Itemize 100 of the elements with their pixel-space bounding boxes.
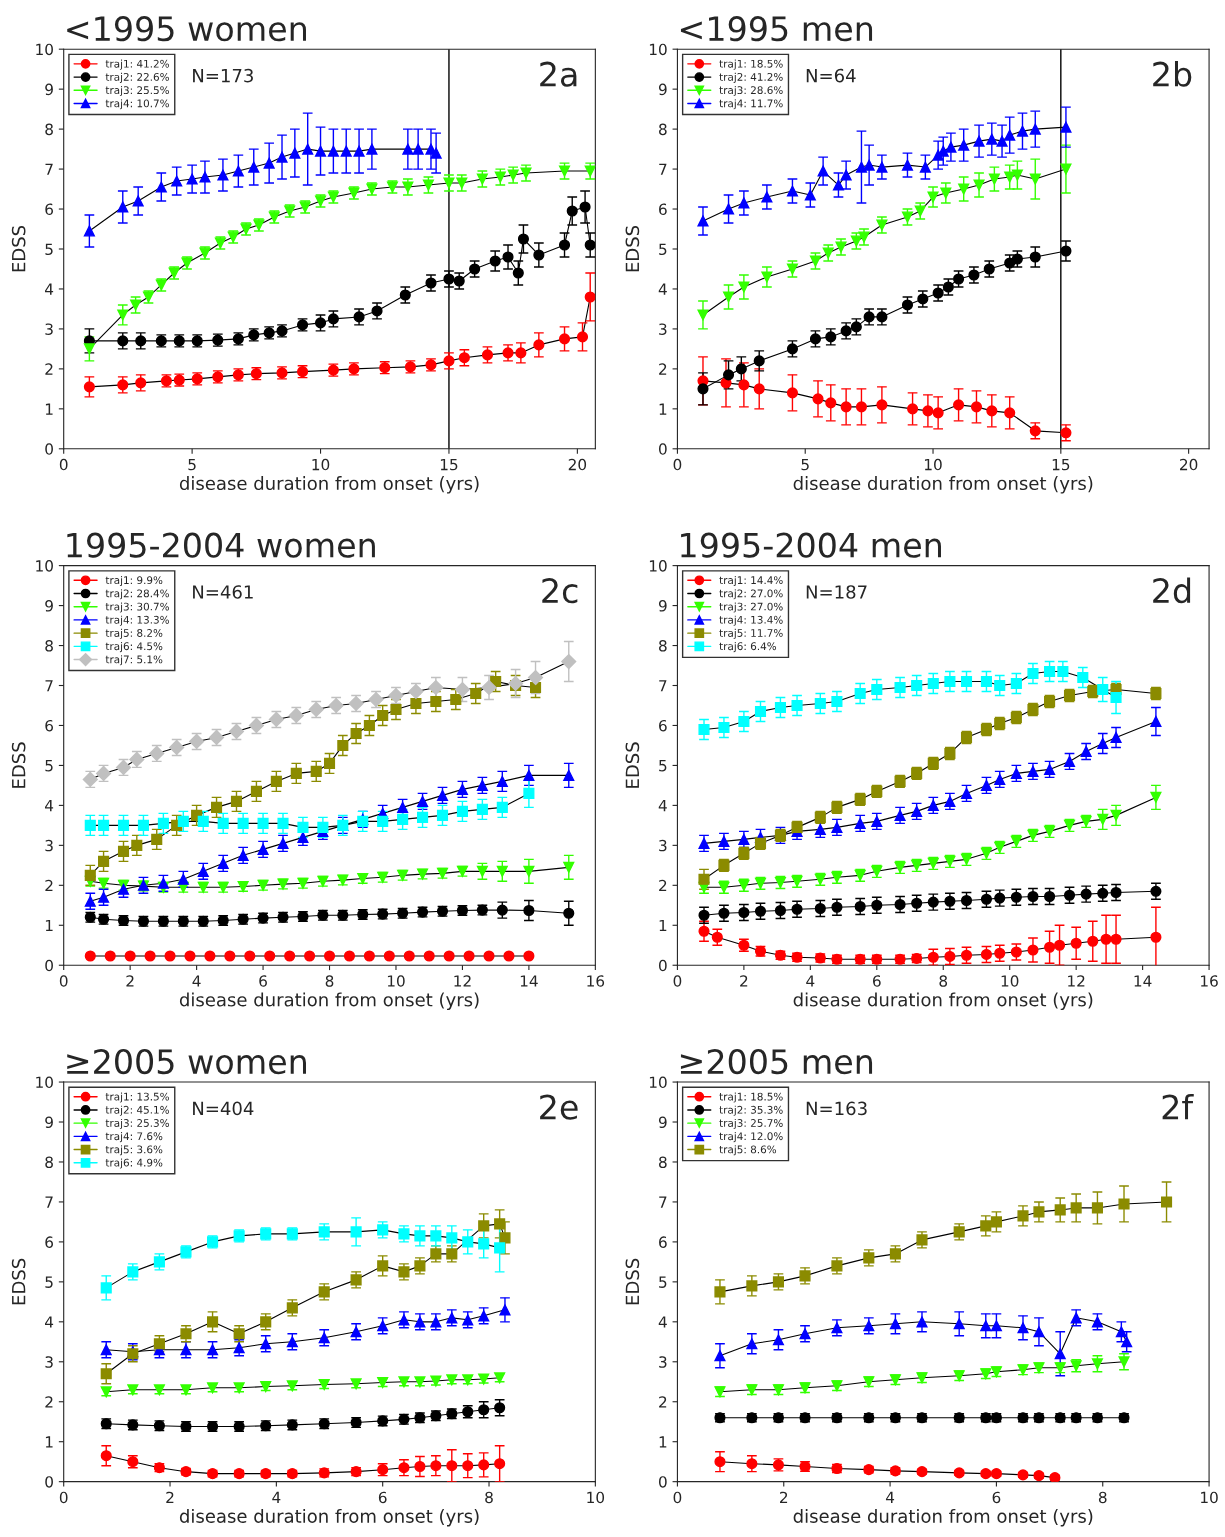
y-tick-label: 5 xyxy=(659,760,667,772)
x-tick-label: 6 xyxy=(992,1491,1001,1504)
y-tick-label: 2 xyxy=(659,363,667,375)
y-tick-label: 7 xyxy=(45,1196,53,1208)
legend-label: traj4: 10.7% xyxy=(105,99,169,110)
x-tick-label: 0 xyxy=(673,975,682,987)
x-tick-label: 0 xyxy=(673,1491,682,1504)
y-tick-label: 9 xyxy=(45,1116,53,1129)
x-axis-title: disease duration from onset (yrs) xyxy=(179,992,479,1010)
y-tick-label: 5 xyxy=(659,243,667,256)
legend-label: traj3: 28.6% xyxy=(719,86,783,97)
x-tick-label: 2 xyxy=(166,1491,174,1503)
chart-title: <1995 men xyxy=(680,16,873,42)
x-tick-label: 2 xyxy=(780,1491,788,1503)
legend-label: traj3: 25.7% xyxy=(719,1118,783,1129)
annotation: N=64 xyxy=(806,68,856,83)
annotation: 2a xyxy=(540,61,577,87)
x-tick-label: 4 xyxy=(806,975,815,987)
chart-title: ≥2005 men xyxy=(680,1048,873,1075)
y-tick-label: 5 xyxy=(45,1276,53,1288)
y-tick-label: 6 xyxy=(45,1236,54,1248)
annotation: 2d xyxy=(1153,577,1191,604)
legend-label: traj5: 11.7% xyxy=(719,628,783,639)
y-tick-label: 6 xyxy=(45,203,54,216)
y-tick-label: 10 xyxy=(649,1076,667,1089)
y-tick-label: 4 xyxy=(658,283,667,295)
y-tick-label: 6 xyxy=(659,203,667,216)
y-axis-title: EDSS xyxy=(625,225,640,272)
y-tick-label: 1 xyxy=(659,919,667,932)
y-tick-label: 2 xyxy=(659,1396,667,1408)
y-tick-label: 4 xyxy=(658,800,667,812)
y-axis-title: EDSS xyxy=(11,1258,26,1305)
legend-label: traj3: 27.0% xyxy=(719,602,783,613)
y-tick-label: 3 xyxy=(45,839,53,852)
x-tick-label: 6 xyxy=(873,975,881,987)
x-tick-label: 4 xyxy=(885,1491,895,1503)
legend-label: traj5: 3.6% xyxy=(105,1145,163,1156)
y-tick-label: 0 xyxy=(658,443,667,455)
legend-label: traj1: 13.5% xyxy=(105,1092,169,1103)
legend-label: traj1: 14.4% xyxy=(719,576,783,587)
x-tick-label: 14 xyxy=(520,975,538,987)
x-tick-label: 10 xyxy=(387,975,405,987)
annotation: N=173 xyxy=(193,68,253,83)
x-tick-label: 5 xyxy=(801,459,809,471)
legend-label: traj4: 13.3% xyxy=(105,615,169,626)
x-axis-title: disease duration from onset (yrs) xyxy=(793,1508,1093,1527)
x-tick-label: 12 xyxy=(454,975,471,987)
y-tick-label: 8 xyxy=(45,123,53,136)
x-tick-label: 0 xyxy=(59,458,68,471)
y-tick-label: 3 xyxy=(659,1356,667,1368)
legend-label: traj1: 41.2% xyxy=(105,59,169,70)
x-tick-label: 6 xyxy=(378,1491,387,1504)
y-tick-label: 4 xyxy=(45,1316,54,1328)
y-tick-label: 2 xyxy=(659,879,667,892)
y-axis-title: EDSS xyxy=(625,742,640,788)
y-tick-label: 1 xyxy=(45,1436,53,1448)
y-tick-label: 10 xyxy=(36,560,53,572)
x-tick-label: 20 xyxy=(1180,458,1198,471)
annotation: N=461 xyxy=(193,585,253,599)
legend-label: traj2: 45.1% xyxy=(105,1105,169,1116)
y-tick-label: 10 xyxy=(649,43,667,56)
x-axis-title: disease duration from onset (yrs) xyxy=(793,476,1093,494)
x-tick-label: 4 xyxy=(192,975,201,987)
y-tick-label: 9 xyxy=(658,1116,667,1129)
y-tick-label: 1 xyxy=(659,1436,667,1448)
y-tick-label: 3 xyxy=(45,323,53,335)
y-tick-label: 7 xyxy=(45,163,53,175)
annotation: N=404 xyxy=(193,1101,254,1116)
legend-label: traj2: 22.6% xyxy=(105,72,169,83)
x-axis-title: disease duration from onset (yrs) xyxy=(793,992,1093,1010)
chart-title: 1995-2004 women xyxy=(67,532,375,558)
x-axis-title: disease duration from onset (yrs) xyxy=(179,1508,479,1527)
x-tick-label: 4 xyxy=(272,1491,281,1503)
y-tick-label: 0 xyxy=(45,1476,53,1488)
legend-label: traj3: 25.3% xyxy=(105,1118,169,1129)
x-tick-label: 5 xyxy=(188,459,196,471)
y-tick-label: 3 xyxy=(659,323,667,335)
legend-label: traj6: 6.4% xyxy=(719,642,777,653)
chart-title: ≥2005 women xyxy=(67,1048,306,1075)
x-tick-label: 6 xyxy=(259,975,267,987)
x-tick-label: 15 xyxy=(1052,459,1070,471)
x-tick-label: 8 xyxy=(1098,1491,1107,1504)
y-axis-title: EDSS xyxy=(11,742,26,788)
y-tick-label: 2 xyxy=(45,1396,53,1408)
y-tick-label: 4 xyxy=(45,800,54,812)
x-tick-label: 10 xyxy=(1201,1491,1218,1504)
x-tick-label: 15 xyxy=(440,459,458,471)
chart-title: <1995 women xyxy=(67,16,306,42)
legend-label: traj2: 35.3% xyxy=(719,1105,783,1116)
y-tick-label: 9 xyxy=(658,600,667,612)
x-tick-label: 10 xyxy=(924,458,942,471)
legend-label: traj7: 5.1% xyxy=(105,655,163,666)
annotation: 2e xyxy=(540,1094,578,1120)
y-tick-label: 8 xyxy=(659,640,667,652)
y-tick-label: 0 xyxy=(658,959,667,972)
y-tick-label: 4 xyxy=(45,283,54,295)
legend-label: traj4: 11.7% xyxy=(719,99,783,110)
x-tick-label: 16 xyxy=(1201,975,1218,987)
y-tick-label: 6 xyxy=(45,719,54,732)
y-tick-label: 1 xyxy=(45,919,53,932)
